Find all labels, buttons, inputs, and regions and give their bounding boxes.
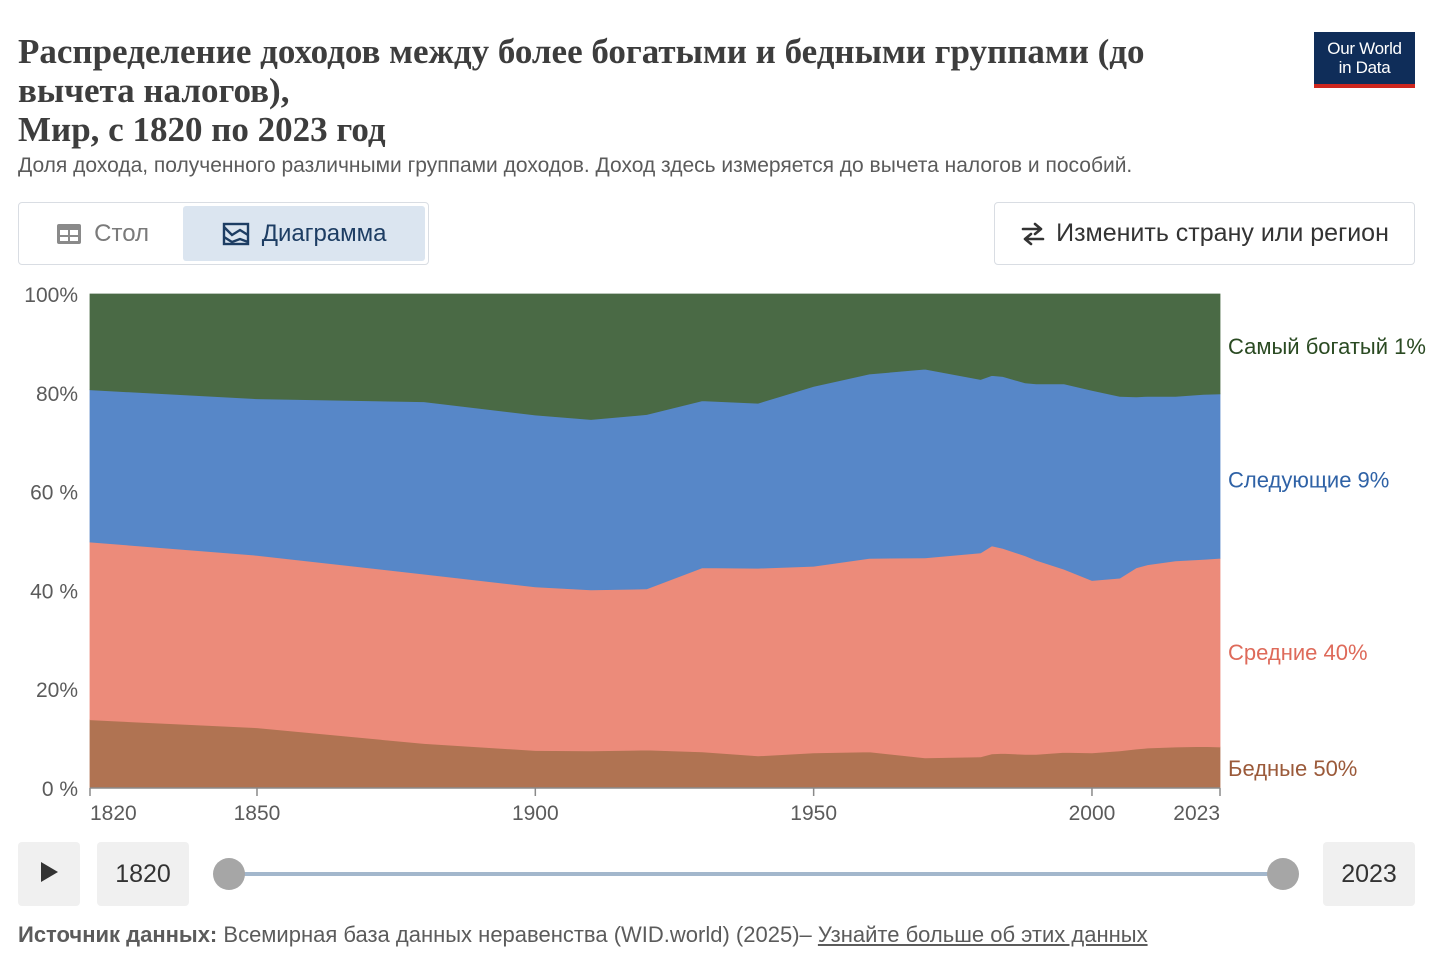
- x-tick-label: 1850: [234, 802, 281, 825]
- title-line-3: Мир, с 1820 по 2023 год: [18, 110, 386, 149]
- x-tick-label: 1900: [512, 802, 559, 825]
- table-icon: [56, 223, 82, 245]
- chart-icon: [222, 222, 250, 246]
- swap-arrows-icon: [1020, 221, 1046, 247]
- logo-line-2: in Data: [1338, 58, 1391, 77]
- label-middle-40: Средние 40%: [1228, 640, 1368, 665]
- x-tick-label: 2000: [1069, 802, 1116, 825]
- view-tabs: Стол Диаграмма: [18, 202, 429, 265]
- end-year-box[interactable]: 2023: [1323, 842, 1415, 906]
- timeline-track[interactable]: [229, 872, 1283, 876]
- source-line: Источник данных: Всемирная база данных н…: [18, 922, 1148, 948]
- y-tick-label: 0 %: [42, 778, 78, 801]
- label-next-9: Следующие 9%: [1228, 467, 1389, 492]
- timeline-start-handle[interactable]: [213, 858, 245, 890]
- y-tick-label: 60 %: [30, 482, 78, 505]
- learn-more-link[interactable]: Узнайте больше об этих данных: [817, 922, 1148, 947]
- x-tick-label: 1950: [790, 802, 837, 825]
- start-year-box[interactable]: 1820: [97, 842, 189, 906]
- y-tick-label: 20%: [36, 679, 78, 702]
- y-tick-label: 40 %: [30, 580, 78, 603]
- chart-subtitle: Доля дохода, полученного различными груп…: [18, 154, 1133, 177]
- tab-chart[interactable]: Диаграмма: [183, 206, 425, 261]
- timeline-end-handle[interactable]: [1267, 858, 1299, 890]
- title-line-2: вычета налогов),: [18, 71, 290, 110]
- change-region-button[interactable]: Изменить страну или регион: [994, 202, 1415, 265]
- x-tick-label: 2023: [1173, 802, 1220, 825]
- y-tick-label: 80%: [36, 383, 78, 406]
- label-bottom-50: Бедные 50%: [1228, 756, 1357, 781]
- label-top-1: Самый богатый 1%: [1228, 334, 1426, 359]
- source-label: Источник данных:: [18, 922, 218, 947]
- title-line-1: Распределение доходов между более богаты…: [18, 32, 1145, 71]
- play-icon: [39, 861, 59, 888]
- tab-chart-label: Диаграмма: [261, 219, 387, 247]
- owid-logo[interactable]: Our World in Data: [1314, 32, 1415, 88]
- y-tick-label: 100%: [24, 284, 78, 307]
- play-button[interactable]: [18, 842, 80, 906]
- tab-table[interactable]: Стол: [22, 206, 183, 261]
- logo-line-1: Our World: [1327, 39, 1402, 58]
- area-top-1: [89, 293, 1221, 420]
- change-region-label: Изменить страну или регион: [1056, 219, 1389, 247]
- chart-title: Распределение доходов между более богаты…: [18, 32, 1288, 149]
- stacked-area-chart: 0 % 20% 40 % 60 % 80% 100% 1820 1850 1900 1950 200…: [24, 284, 1426, 825]
- tab-table-label: Стол: [94, 219, 150, 247]
- source-text: Всемирная база данных неравенства (WID.w…: [223, 922, 812, 947]
- x-tick-label: 1820: [90, 802, 137, 825]
